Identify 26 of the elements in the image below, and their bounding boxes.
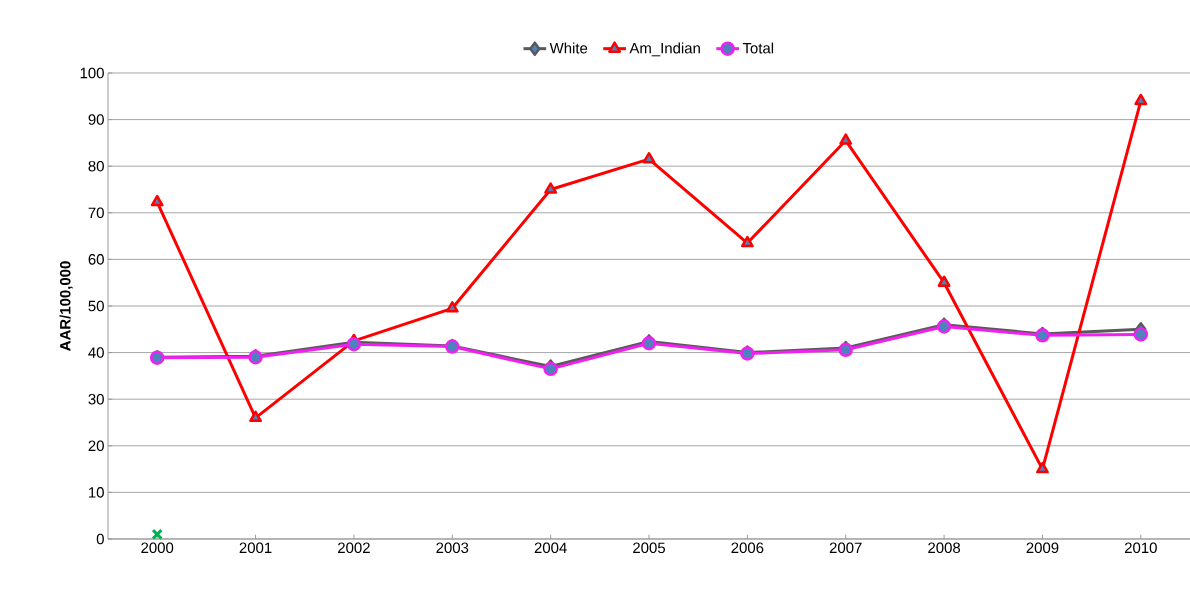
legend-label: White [549, 42, 588, 54]
y-tick-label: 10 [89, 487, 104, 498]
x-tick-label: 2002 [338, 542, 370, 554]
legend-label: Am_Indian [629, 42, 700, 57]
y-tick-label: 30 [88, 393, 104, 405]
y-axis-title: AAR/100,000 [59, 261, 73, 351]
y-tick-label: 20 [88, 440, 104, 452]
y-tick-label: 100 [80, 67, 104, 79]
legend-label: Total [742, 42, 774, 54]
y-tick-label: 70 [88, 207, 104, 219]
x-tick-label: 2009 [1026, 542, 1059, 554]
y-tick-label: 0 [96, 533, 104, 545]
x-tick-label: 2004 [534, 542, 567, 554]
y-tick-label: 90 [88, 114, 104, 125]
y-tick-label: 40 [88, 347, 104, 358]
x-tick-label: 2007 [829, 542, 862, 554]
y-tick-label: 60 [88, 254, 104, 265]
x-tick-label: 2010 [1124, 542, 1157, 554]
x-tick-label: 2001 [239, 542, 272, 554]
x-tick-label: 2000 [141, 542, 174, 554]
y-tick-label: 80 [88, 160, 104, 172]
x-tick-label: 2006 [731, 542, 764, 554]
x-tick-label: 2008 [928, 542, 961, 554]
x-tick-label: 2003 [436, 542, 469, 554]
x-tick-label: 2005 [633, 542, 665, 554]
y-tick-label: 50 [88, 300, 104, 312]
